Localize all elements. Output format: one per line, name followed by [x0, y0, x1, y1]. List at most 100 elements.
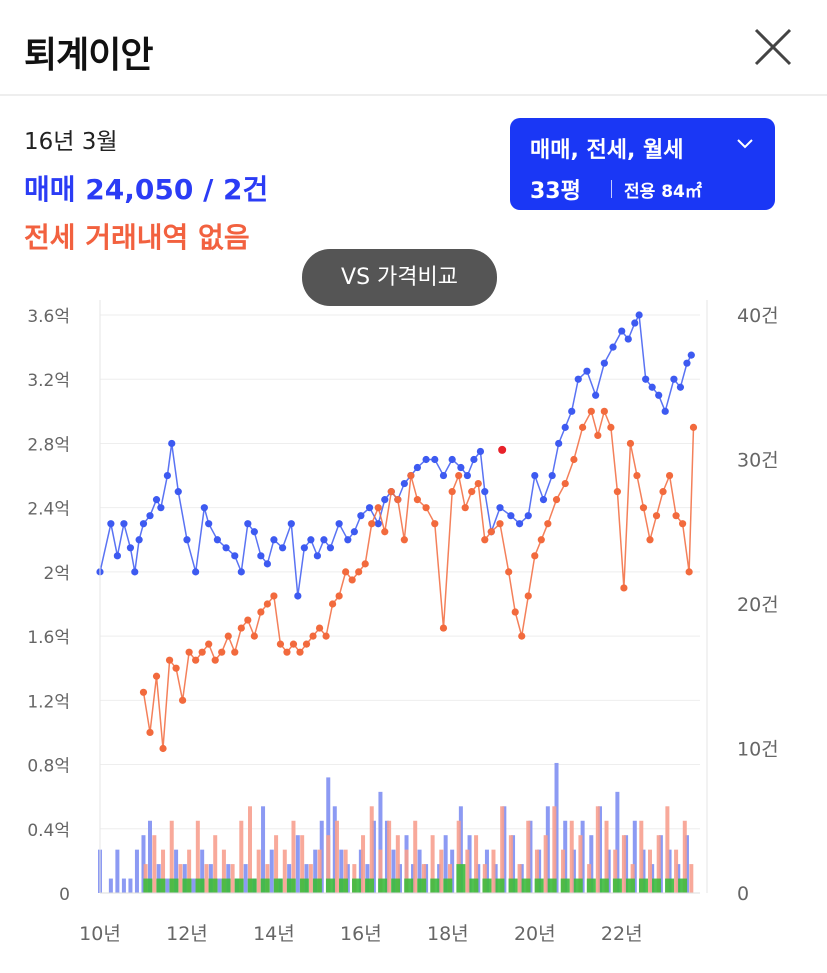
monthly_bar-volume-bar [573, 878, 583, 893]
jeonse-price-point [679, 520, 687, 528]
sale_bar-volume-bar [511, 835, 516, 893]
jeonse-price-point [296, 648, 304, 656]
sale-price-point [350, 528, 358, 536]
monthly_bar-volume-bar [665, 878, 675, 893]
jeonse-price-point [431, 520, 439, 528]
monthly_bar-volume-bar [417, 878, 427, 893]
jeonse-price-point [165, 656, 174, 664]
jeonse_bar-volume-bar [500, 806, 505, 893]
sale-price-point [600, 359, 608, 367]
sale-price-point [174, 488, 182, 496]
jeonse-price-point [368, 520, 376, 528]
sale-price-point [168, 439, 176, 448]
jeonse_bar-volume-bar [248, 806, 252, 893]
sale_bar-volume-bar [128, 878, 133, 893]
sale_bar-volume-bar [174, 849, 179, 893]
jeonse-price-point [505, 568, 513, 576]
vs-price-compare-button[interactable]: VS 가격비교 [302, 249, 497, 306]
jeonse_bar-volume-bar [378, 849, 383, 893]
y-left-tick-label: 0.4억 [27, 821, 70, 841]
jeonse_bar-volume-bar [526, 820, 531, 893]
monthly_bar-volume-bar [247, 878, 257, 893]
monthly_bar-volume-bar [195, 878, 205, 893]
monthly_bar-volume-bar [404, 878, 414, 893]
sale-price-line [99, 312, 692, 597]
x-tick-label: 18년 [427, 923, 469, 945]
sale-price-point [135, 536, 143, 544]
y-left-tick-label: 3.6억 [27, 307, 70, 327]
jeonse_bar-volume-bar [621, 835, 626, 893]
monthly_bar-volume-bar [338, 878, 348, 893]
sale-price-point [457, 463, 465, 472]
sale-price-point [313, 552, 321, 560]
sale_bar-volume-bar [658, 835, 663, 893]
monthly_bar-volume-bar [169, 878, 179, 893]
jeonse-price-point [289, 640, 298, 648]
sale-price-point [470, 455, 478, 464]
sale-price-point [507, 512, 515, 520]
sale_bar-volume-bar [269, 849, 274, 893]
monthly_bar-volume-bar [208, 878, 218, 893]
sale-price-point [642, 375, 650, 383]
jeonse_bar-volume-bar [326, 835, 331, 893]
sale-price-point [631, 319, 639, 327]
sale_bar-volume-bar [417, 849, 422, 893]
sale_bar-volume-bar [641, 849, 646, 893]
sale_bar-volume-bar [684, 835, 689, 893]
jeonse-price-point [468, 488, 476, 496]
jeonse_bar-volume-bar [169, 820, 174, 893]
sale_bar-volume-bar [108, 878, 113, 893]
jeonse-price-point [639, 504, 648, 512]
jeonse-price-point [511, 608, 519, 616]
monthly_bar-volume-bar [325, 878, 335, 893]
jeonse-price-point [672, 512, 680, 520]
sale-price-point [592, 391, 600, 399]
sale-price-point [205, 520, 213, 528]
sale-price-point [687, 351, 695, 359]
jeonse-price-point [250, 632, 258, 640]
volume-bars [98, 762, 694, 893]
filter-divider [611, 180, 612, 198]
sale-price-point [481, 488, 489, 496]
close-button[interactable] [748, 22, 798, 72]
sale-price-point [496, 504, 504, 512]
jeonse-price-point [659, 488, 667, 496]
jeonse_bar-volume-bar [387, 820, 392, 893]
sale-price-point [648, 383, 656, 391]
deal-types-label: 매매, 전세, 월세 [530, 138, 684, 163]
sale-price-point [231, 552, 239, 560]
sale_bar-volume-bar [358, 849, 363, 893]
monthly_bar-volume-bar [443, 878, 453, 893]
jeonse-price-point [315, 624, 324, 632]
jeonse-price-point [146, 728, 154, 737]
x-tick-label: 12년 [166, 923, 208, 945]
jeonse-price-point [224, 632, 232, 640]
sale-price-point [287, 520, 295, 528]
monthly_bar-volume-bar [143, 878, 153, 893]
jeonse-price-point [689, 423, 698, 431]
jeonse-price-point [496, 520, 504, 528]
sale_bar-volume-bar [191, 878, 196, 893]
monthly_bar-volume-bar [299, 878, 309, 893]
sale_bar-volume-bar [484, 849, 489, 893]
chart-axes: 0 0.4억 0.8억 1.2억 1.6억 2억 2.4억 2.8억 3.2억 3.6억 0 10건 2… [27, 300, 779, 945]
close-icon [754, 28, 792, 66]
jeonse-price-point [552, 496, 561, 504]
jeonse_bar-volume-bar [456, 820, 461, 893]
deal-type-filter-button[interactable]: 매매, 전세, 월세 33평 전용 84㎡ [510, 118, 775, 210]
jeonse_bar-volume-bar [291, 820, 296, 893]
sale-price-point [307, 536, 315, 544]
jeonse-price-point [283, 648, 291, 656]
jeonse-price-point [594, 431, 602, 440]
jeonse-price-point [570, 455, 578, 464]
jeonse_bar-volume-bar [274, 835, 279, 893]
monthly_bar-volume-bar [625, 878, 635, 893]
jeonse-price-point [185, 648, 193, 656]
monthly_bar-volume-bar [221, 878, 231, 893]
sale-price-point [270, 536, 278, 544]
jeonse-price-point [481, 536, 489, 544]
sale_bar-volume-bar [598, 806, 602, 893]
sale-price-point [320, 536, 328, 544]
sale_bar-volume-bar [121, 878, 126, 893]
exclusive-area-label: 전용 84㎡ [624, 182, 702, 202]
